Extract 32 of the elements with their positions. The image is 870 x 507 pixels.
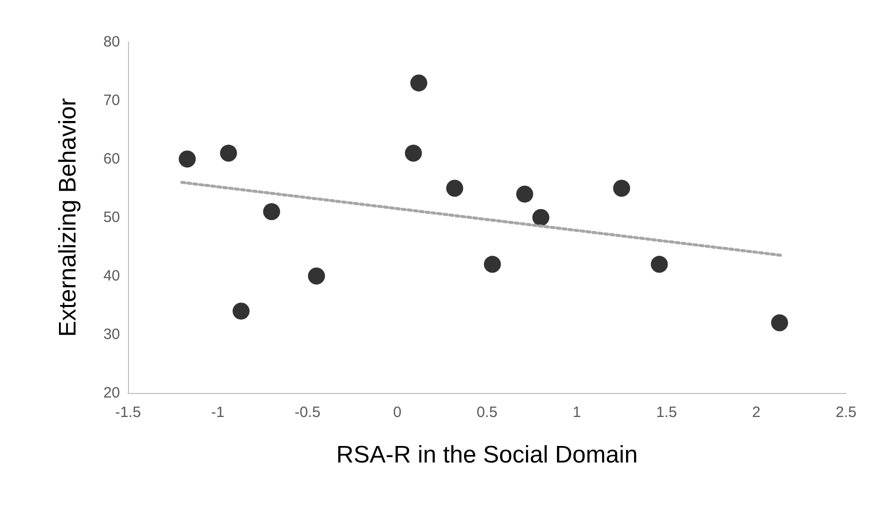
point: [232, 302, 250, 320]
point: [771, 314, 788, 332]
point: [446, 180, 464, 197]
x-tick-label: 1: [572, 404, 581, 421]
x-tick-label: -1.5: [115, 404, 141, 421]
y-tick-label: 80: [103, 34, 120, 50]
y-tick-label: 30: [103, 326, 120, 343]
point: [178, 150, 196, 168]
x-tick-label: -0.5: [294, 404, 320, 421]
point: [404, 144, 422, 162]
point: [220, 144, 238, 162]
x-tick-label: 2: [752, 404, 760, 421]
y-axis-title: Externalizing Behavior: [54, 98, 82, 337]
x-tick-label: -1: [211, 404, 224, 421]
x-axis-title: RSA-R in the Social Domain: [336, 442, 638, 468]
y-tick-label: 20: [103, 384, 120, 402]
y-tick-label: 50: [103, 209, 120, 226]
x-tick-label: 2.5: [836, 404, 856, 421]
y-tick-label: 70: [103, 92, 120, 109]
point: [410, 74, 428, 92]
point: [484, 256, 501, 273]
point: [650, 256, 668, 273]
point: [263, 203, 280, 220]
x-tick-label: 0: [393, 404, 402, 421]
x-tick-label: 0.5: [476, 404, 498, 421]
point: [532, 209, 550, 226]
point: [308, 268, 325, 284]
point: [613, 180, 630, 197]
x-tick-label: 1.5: [656, 404, 677, 421]
y-tick-label: 40: [103, 268, 120, 284]
y-tick-label: 60: [103, 150, 120, 168]
point: [516, 186, 534, 203]
